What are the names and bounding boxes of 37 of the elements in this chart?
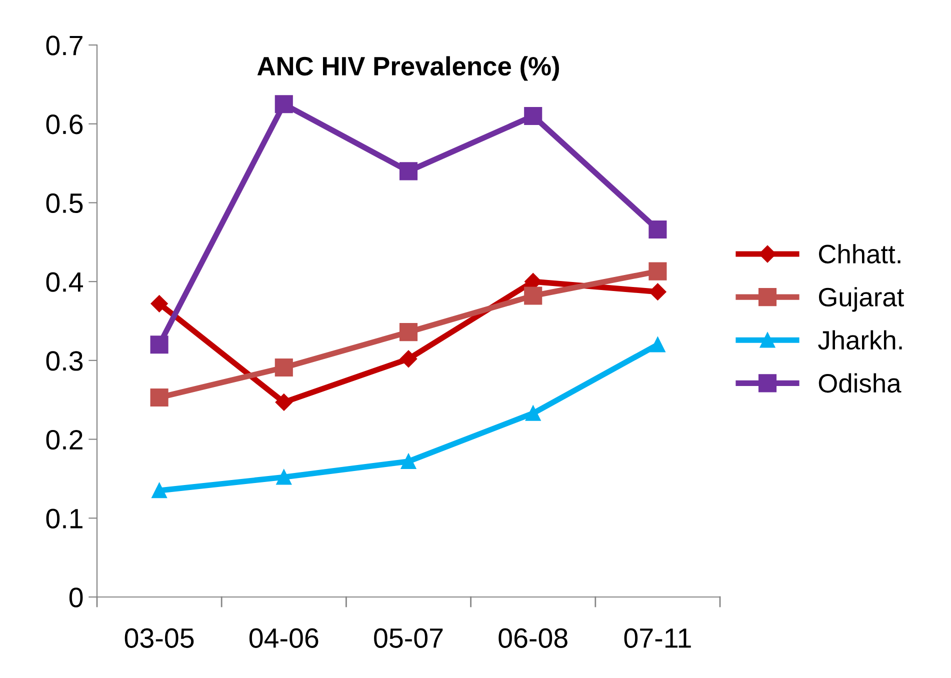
legend-label: Gujarat (818, 287, 904, 312)
point (524, 106, 542, 125)
y-tick-label: 0.7 (46, 36, 82, 56)
point (275, 394, 292, 411)
point (650, 337, 666, 352)
x-tick-label: 07-11 (624, 628, 691, 648)
x-tick-label: 03-05 (124, 628, 194, 648)
point (525, 406, 541, 421)
x-tick-label: 04-06 (249, 628, 318, 648)
point (150, 295, 168, 312)
point (400, 350, 418, 368)
chart-title: ANC HIV Prevalence (%) (257, 56, 559, 81)
point (524, 286, 542, 305)
y-tick-label: 0 (69, 588, 83, 608)
point (150, 388, 168, 407)
legend-label: Chhatt. (818, 244, 900, 264)
y-tick-label: 0.6 (46, 114, 83, 134)
point (648, 262, 667, 280)
point (399, 323, 418, 342)
point (274, 95, 293, 114)
y-tick-label: 0.2 (46, 430, 82, 450)
point (152, 482, 167, 498)
y-tick-label: 0.3 (46, 351, 83, 371)
point (649, 283, 666, 300)
point (150, 336, 168, 354)
y-tick-label: 0.1 (46, 508, 82, 528)
point (274, 358, 293, 377)
point (400, 454, 416, 470)
point (648, 220, 667, 239)
point (276, 470, 292, 485)
x-tick-label: 05-07 (374, 628, 443, 648)
legend-label: Odisha (818, 373, 902, 393)
legend-label: Jharkh. (818, 330, 902, 350)
x-tick-label: 06-08 (498, 628, 568, 648)
y-tick-label: 0.4 (46, 272, 83, 292)
point (399, 162, 418, 180)
y-tick-label: 0.5 (46, 193, 83, 214)
